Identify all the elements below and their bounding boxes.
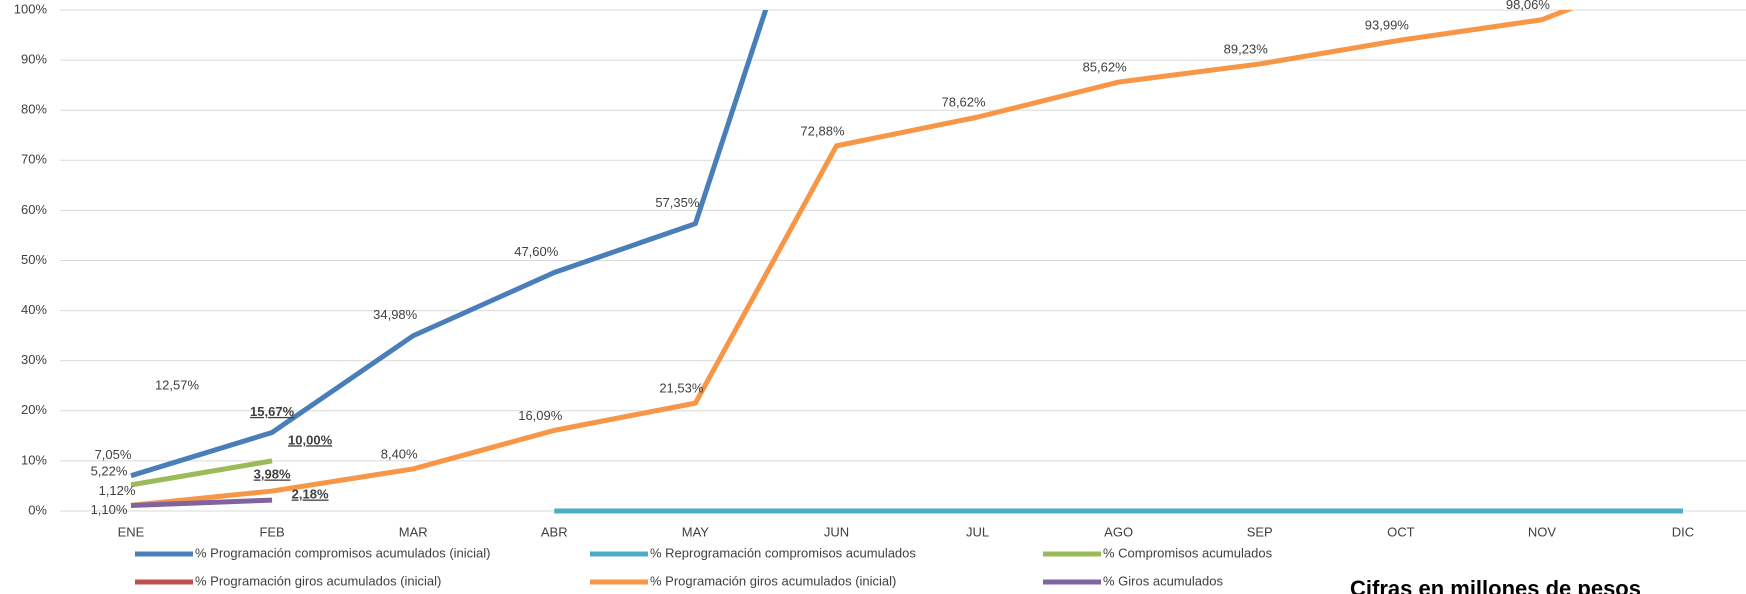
data-label: 57,35% (655, 195, 700, 210)
x-tick-label: SEP (1247, 524, 1273, 539)
series-line (130, 458, 273, 488)
legend-label: % Programación compromisos acumulados (i… (195, 545, 491, 560)
data-label: 98,06% (1506, 0, 1551, 12)
data-label: 34,98% (373, 307, 418, 322)
y-tick-label: 20% (21, 402, 47, 417)
plot-area (130, 10, 1683, 514)
data-label: 85,62% (1083, 59, 1128, 74)
y-tick-label: 30% (21, 352, 47, 367)
data-label: 16,09% (518, 408, 563, 423)
y-tick-label: 50% (21, 252, 47, 267)
data-label: 7,05% (95, 447, 132, 462)
series-line (130, 10, 769, 479)
series-line (130, 10, 1574, 508)
data-label: 12,57% (155, 377, 200, 392)
x-tick-label: ABR (541, 524, 568, 539)
data-label: 72,88% (800, 123, 845, 138)
x-tick-label: NOV (1528, 524, 1557, 539)
legend-label: % Reprogramación compromisos acumulados (650, 545, 916, 560)
y-tick-label: 40% (21, 302, 47, 317)
data-label: 5,22% (91, 463, 128, 478)
x-tick-label: DIC (1672, 524, 1694, 539)
x-tick-label: JUN (824, 524, 849, 539)
data-label: 78,62% (941, 95, 986, 110)
y-tick-label: 70% (21, 152, 47, 167)
x-tick-label: FEB (259, 524, 284, 539)
legend-label: % Programación giros acumulados (inicial… (650, 573, 896, 588)
data-label: 89,23% (1224, 41, 1269, 56)
y-tick-label: 10% (21, 452, 47, 467)
legend-label: % Programación giros acumulados (inicial… (195, 573, 441, 588)
data-label: 21,53% (659, 381, 704, 396)
y-tick-label: 90% (21, 52, 47, 67)
y-tick-label: 0% (28, 502, 47, 517)
x-tick-label: OCT (1387, 524, 1415, 539)
x-tick-label: ENE (118, 524, 145, 539)
data-label: 8,40% (381, 446, 418, 461)
series-line (130, 497, 273, 508)
y-tick-label: 60% (21, 202, 47, 217)
legend-label: % Giros acumulados (1103, 573, 1223, 588)
data-label: 1,12% (99, 483, 136, 498)
y-tick-label: 80% (21, 102, 47, 117)
data-label: 47,60% (514, 244, 559, 259)
x-tick-label: AGO (1104, 524, 1133, 539)
x-tick-label: MAY (682, 524, 710, 539)
legend-label: % Compromisos acumulados (1103, 545, 1273, 560)
y-tick-label: 100% (14, 1, 48, 16)
data-label: 10,00% (288, 432, 333, 447)
x-tick-label: MAR (399, 524, 428, 539)
data-label: 1,10% (91, 502, 128, 517)
data-label: 2,18% (292, 487, 329, 502)
x-tick-label: JUL (966, 524, 989, 539)
data-label: 93,99% (1365, 18, 1410, 33)
annotation: Cifras en millones de pesos (1350, 576, 1641, 594)
data-label: 3,98% (254, 466, 291, 481)
data-label: 15,67% (250, 404, 295, 419)
